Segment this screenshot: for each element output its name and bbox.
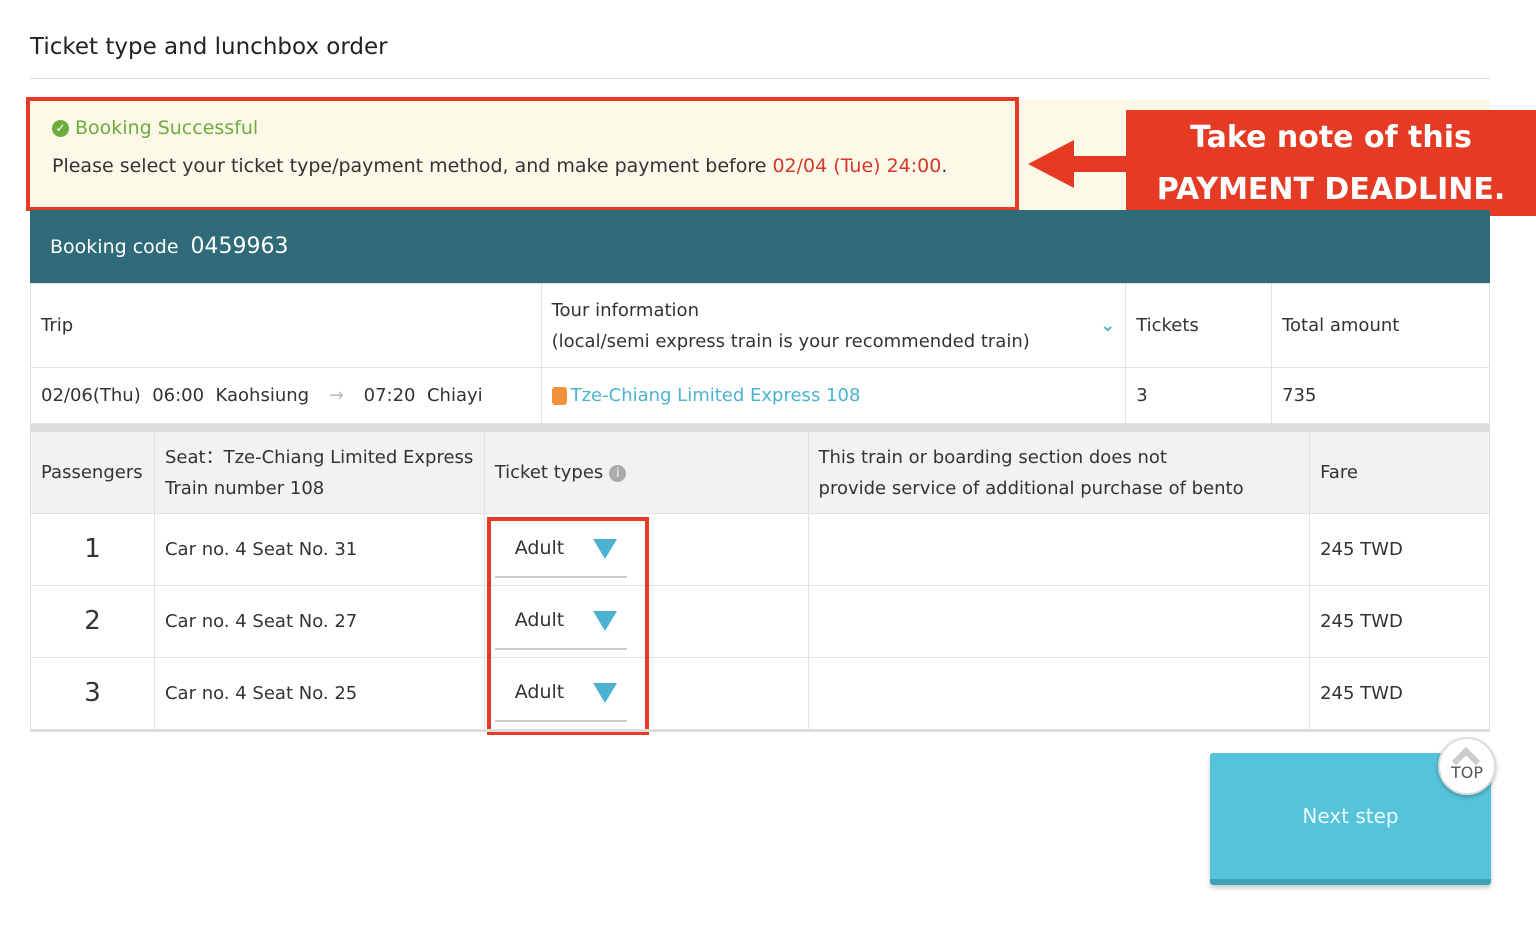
message-period: . xyxy=(941,155,948,177)
bento-cell xyxy=(807,513,1311,586)
header-tickets: Tickets xyxy=(1125,283,1273,368)
caret-down-icon xyxy=(592,538,617,559)
table-row: 02/06(Thu) 06:00 Kaohsiung → 07:20 Chiay… xyxy=(30,367,1490,424)
bento-cell xyxy=(807,585,1311,658)
seat-info: Car no. 4 Seat No. 31 xyxy=(153,513,485,586)
train-cell: Tze-Chiang Limited Express 108 xyxy=(540,367,1127,424)
callout-line: PAYMENT DEADLINE. xyxy=(1156,172,1506,207)
arr-station: Chiayi xyxy=(426,385,483,406)
back-to-top-button[interactable]: TOP xyxy=(1438,737,1496,795)
header-ticket-types: Ticket types i xyxy=(483,431,809,514)
passenger-table: Passengers Seat：Tze-Chiang Limited Expre… xyxy=(30,431,1490,730)
select-value: Adult xyxy=(514,681,565,703)
header-bento: This train or boarding section does not p… xyxy=(807,431,1311,514)
divider xyxy=(30,424,1490,431)
trip-cell: 02/06(Thu) 06:00 Kaohsiung → 07:20 Chiay… xyxy=(30,367,542,424)
fare: 245 TWD xyxy=(1309,657,1490,730)
train-link[interactable]: Tze-Chiang Limited Express 108 xyxy=(570,385,861,406)
status-text: Booking Successful xyxy=(75,117,259,139)
ticket-type-select[interactable]: Adult xyxy=(494,594,627,650)
booking-code-header: Booking code 0459963 xyxy=(30,210,1490,283)
seat-info: Car no. 4 Seat No. 27 xyxy=(153,585,485,658)
payment-deadline: 02/04 (Tue) 24:00 xyxy=(772,155,942,177)
bento-header-line: This train or boarding section does not xyxy=(818,446,1167,468)
deadline-message: Please select your ticket type/payment m… xyxy=(52,155,947,177)
fare: 245 TWD xyxy=(1309,513,1490,586)
select-value: Adult xyxy=(514,537,565,559)
train-icon xyxy=(551,386,567,405)
fare: 245 TWD xyxy=(1309,585,1490,658)
ticket-type-select[interactable]: Adult xyxy=(494,666,627,722)
table-header-row: Trip Tour information (local/semi express… xyxy=(30,283,1490,368)
seat-header-line: Train number 108 xyxy=(164,477,325,499)
annotation-callout: Take note of this PAYMENT DEADLINE. xyxy=(1126,110,1536,216)
table-header-row: Passengers Seat：Tze-Chiang Limited Expre… xyxy=(30,431,1490,514)
annotation-arrow-icon xyxy=(1028,140,1128,188)
bento-header-line: provide service of additional purchase o… xyxy=(818,477,1244,499)
seat-header-line: Seat：Tze-Chiang Limited Express xyxy=(164,446,474,468)
callout-line: Take note of this xyxy=(1190,120,1472,155)
message-text: Please select your ticket type/payment m… xyxy=(52,155,773,177)
header-trip: Trip xyxy=(30,283,542,368)
booking-code-label: Booking code xyxy=(50,235,179,258)
tour-label: Tour information xyxy=(551,299,699,321)
info-icon[interactable]: i xyxy=(609,464,627,482)
header-total: Total amount xyxy=(1271,283,1490,368)
check-circle-icon: ✓ xyxy=(52,119,69,137)
caret-down-icon xyxy=(592,610,617,631)
caret-down-icon xyxy=(592,682,617,703)
annotation-highlight-box xyxy=(487,517,649,735)
annotation-highlight-box xyxy=(26,97,1019,211)
trip-date: 02/06(Thu) xyxy=(41,385,141,406)
table-row: 3 Car no. 4 Seat No. 25 Adult 245 TWD xyxy=(30,657,1490,730)
page-title: Ticket type and lunchbox order xyxy=(30,34,388,60)
select-value: Adult xyxy=(514,609,565,631)
table-row: 1 Car no. 4 Seat No. 31 Adult 245 TWD xyxy=(30,513,1490,586)
table-row: 2 Car no. 4 Seat No. 27 Adult 245 TWD xyxy=(30,585,1490,658)
arrow-right-icon: → xyxy=(328,385,344,406)
passenger-number: 2 xyxy=(30,585,155,658)
tickets-count: 3 xyxy=(1125,367,1273,424)
dep-station: Kaohsiung xyxy=(215,385,310,406)
ticket-type-select[interactable]: Adult xyxy=(494,522,627,578)
booking-code: 0459963 xyxy=(190,234,289,259)
tour-note: (local/semi express train is your recomm… xyxy=(551,330,1030,352)
divider xyxy=(30,78,1490,79)
dep-time: 06:00 xyxy=(152,385,205,406)
seat-info: Car no. 4 Seat No. 25 xyxy=(153,657,485,730)
passenger-number: 3 xyxy=(30,657,155,730)
trip-table: Trip Tour information (local/semi express… xyxy=(30,283,1490,424)
total-amount: 735 xyxy=(1271,367,1490,424)
chevron-down-icon[interactable]: ⌄ xyxy=(1100,315,1116,336)
header-tour[interactable]: Tour information (local/semi express trai… xyxy=(540,283,1127,368)
header-fare: Fare xyxy=(1309,431,1490,514)
header-passengers: Passengers xyxy=(30,431,155,514)
header-seat: Seat：Tze-Chiang Limited Express Train num… xyxy=(153,431,485,514)
ticket-types-label: Ticket types xyxy=(494,462,604,483)
arr-time: 07:20 xyxy=(363,385,416,406)
top-label: TOP xyxy=(1450,763,1483,782)
divider xyxy=(30,729,1490,732)
success-status: ✓ Booking Successful xyxy=(52,117,258,139)
passenger-number: 1 xyxy=(30,513,155,586)
bento-cell xyxy=(807,657,1311,730)
